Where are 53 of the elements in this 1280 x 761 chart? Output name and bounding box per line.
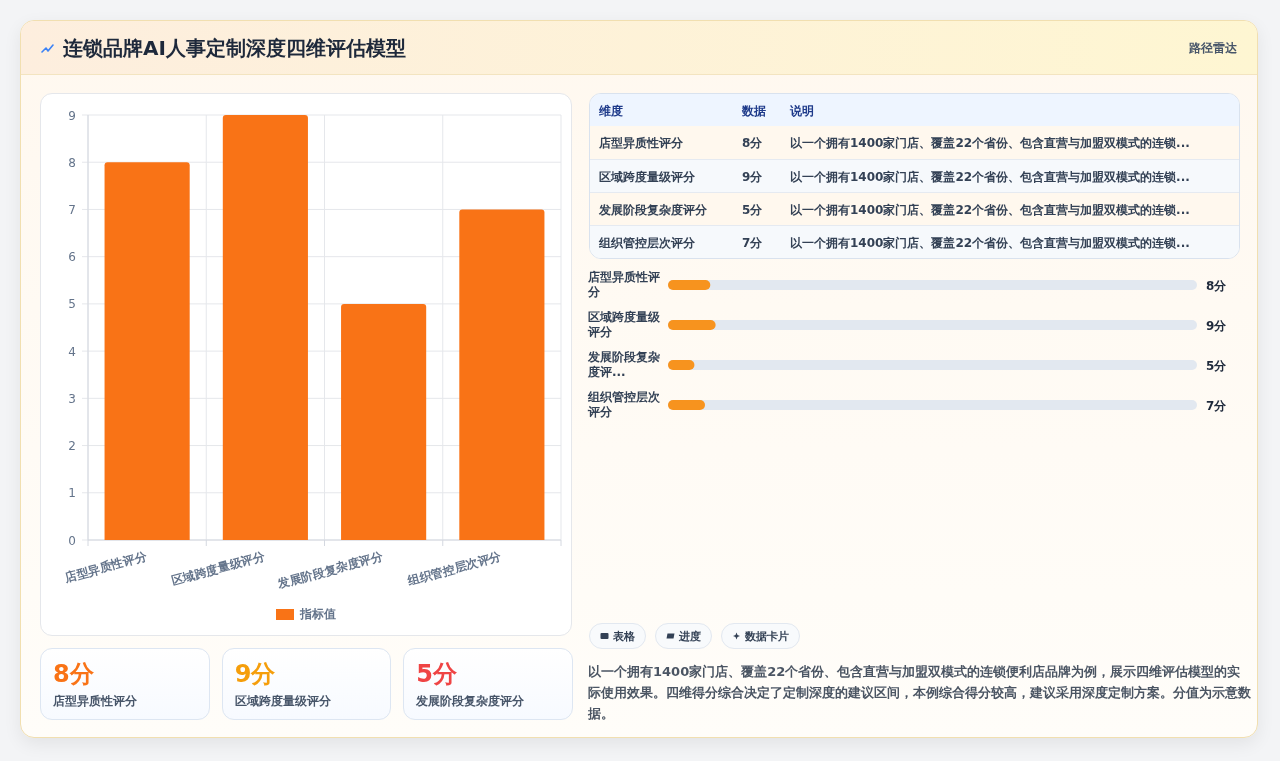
table-row: 区域跨度量级评分 9分 以一个拥有1400家门店、覆盖22个省份、包含直营与加盟双模式的连锁...: [590, 159, 1239, 192]
table-row: 店型异质性评分 8分 以一个拥有1400家门店、覆盖22个省份、包含直营与加盟双模式的连锁...: [590, 126, 1239, 159]
data-label: 9分: [1206, 318, 1228, 333]
x-tick-label: 组织管控层次评分: [405, 549, 504, 588]
bar: [459, 209, 545, 540]
category-label: 数据: [742, 103, 766, 120]
bar: [104, 162, 190, 540]
data-label: 8分: [1206, 278, 1228, 293]
y-tick-label: 2: [68, 439, 76, 454]
y-tick-label: 6: [68, 250, 76, 265]
category-label: 区域跨度量级评分: [234, 693, 331, 710]
y-tick-label: 区域跨度量级评分: [588, 310, 661, 340]
bar: [668, 280, 711, 290]
category-label: 进度: [679, 628, 701, 644]
y-tick-label: 9: [68, 108, 76, 123]
y-tick-label: 5: [68, 297, 76, 312]
category-label: 店型异质性评分: [53, 693, 137, 710]
y-tick-label: 0: [68, 533, 76, 548]
text: 以一个拥有1400家门店、覆盖22个省份、包含直营与加盟双模式的连锁便利店品牌为例，展示四维评估模型的实际使用效果。四维得分综合决定了定制深度的建议区间，本例综合得分较高，建议采用深度定制方案。分值为示意数据。: [588, 663, 1252, 723]
bar: [668, 360, 695, 370]
category-label: 表格: [613, 628, 635, 644]
category-label: 发展阶段复杂度评分: [416, 693, 525, 710]
bar: [668, 400, 706, 410]
bar: [668, 320, 716, 330]
data-label: 7分: [1206, 398, 1228, 413]
bar: [341, 303, 427, 540]
text: 路径雷达: [1189, 40, 1237, 57]
y-tick-label: 3: [68, 391, 76, 406]
y-tick-label: 发展阶段复杂度评...: [588, 350, 661, 380]
text: 9分: [234, 660, 276, 688]
data-label: 5分: [1206, 358, 1228, 373]
tab: 进度: [655, 623, 712, 649]
table-header-row: 维度 数据 说明: [590, 94, 1239, 127]
text: 8分: [53, 660, 94, 688]
category-label: 说明: [790, 103, 814, 120]
category-label: 数据卡片: [745, 628, 789, 644]
bar: [222, 115, 308, 540]
tab: 表格: [589, 623, 646, 649]
text: 5分: [416, 660, 458, 688]
tab: 数据卡片: [721, 623, 800, 649]
y-tick-label: 店型异质性评分: [588, 270, 661, 300]
table-row: 发展阶段复杂度评分 5分 以一个拥有1400家门店、覆盖22个省份、包含直营与加盟双模式的连锁...: [590, 192, 1239, 225]
category-label: 维度: [599, 103, 623, 120]
x-tick-label: 发展阶段复杂度评分: [275, 549, 386, 592]
y-tick-label: 组织管控层次评分: [588, 390, 661, 420]
table-row: 组织管控层次评分 7分 以一个拥有1400家门店、覆盖22个省份、包含直营与加盟双模式的连锁...: [590, 225, 1239, 258]
y-tick-label: 7: [68, 202, 76, 217]
y-tick-label: 8: [68, 155, 76, 170]
legend-label: 指标值: [300, 606, 336, 623]
x-tick-label: 区域跨度量级评分: [169, 549, 268, 588]
y-tick-label: 4: [68, 344, 76, 359]
y-tick-label: 1: [68, 486, 76, 501]
text: 连锁品牌AI人事定制深度四维评估模型: [63, 35, 406, 62]
